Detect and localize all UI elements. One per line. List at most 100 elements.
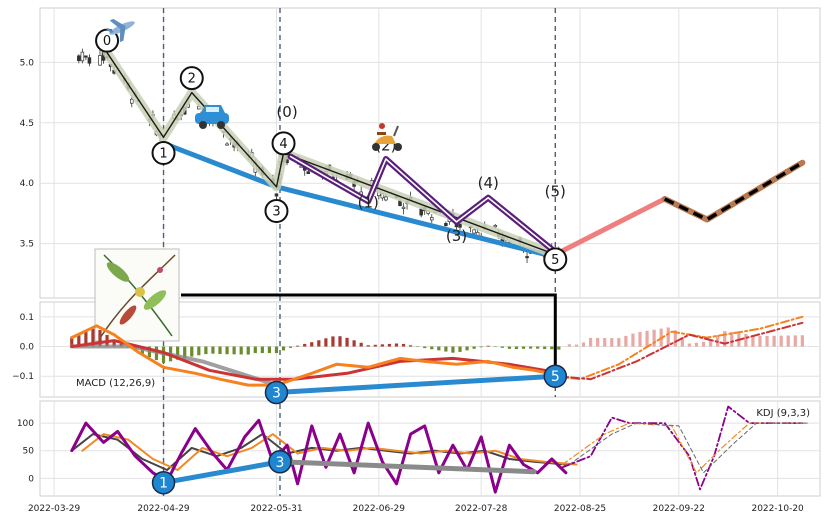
macd-histogram-bar (423, 346, 427, 349)
macd-histogram-bar (260, 346, 264, 354)
kdj-d-line (81, 433, 578, 471)
kdj-wave-marker (151, 470, 176, 495)
macd-histogram-bar (550, 346, 554, 350)
candle-body (98, 55, 102, 66)
macd-histogram-bar (211, 346, 215, 354)
kdj-y-tick-label: 50 (23, 447, 35, 457)
macd-histogram-bar (218, 346, 222, 355)
macd-histogram-bar (331, 336, 335, 347)
macd-histogram-bar-projection (730, 332, 734, 347)
macd-y-tick-label: −0.1 (12, 372, 34, 382)
macd-histogram-bar-projection (567, 344, 572, 347)
wave-marker-label: 3 (272, 205, 280, 220)
macd-histogram-bar (303, 343, 307, 347)
x-tick-label: 2022-06-29 (353, 504, 406, 514)
price-y-tick-label: 4.5 (20, 119, 34, 129)
kdj-wave-marker-label: 3 (276, 455, 285, 471)
primary-wave-line (106, 52, 556, 256)
macd-histogram-bar (239, 346, 243, 355)
scooter-body (374, 135, 396, 144)
airplane-icon (105, 18, 135, 43)
wave-marker (271, 131, 296, 156)
candle-body (77, 55, 81, 61)
macd-histogram-bar (232, 346, 236, 355)
connector-line (181, 293, 557, 369)
macd-histogram-bar (84, 331, 88, 347)
wave-marker (151, 141, 176, 165)
macd-histogram-bar (380, 344, 384, 347)
macd-histogram-bar-projection (680, 336, 684, 347)
macd-histogram-bar-projection (779, 335, 783, 347)
macd-histogram-bar (288, 346, 293, 348)
macd-histogram-bar (514, 346, 519, 350)
candle-body (225, 143, 229, 146)
macd-histogram-bar (190, 346, 194, 357)
kdj-panel-label: KDJ (9,3,3) (756, 408, 810, 419)
kdj-j-projection (561, 405, 804, 491)
macd-histogram-bar (486, 345, 490, 347)
candle-body (472, 229, 476, 234)
macd-wave-marker (543, 364, 568, 388)
kdj-k-projection (568, 422, 810, 474)
scooter-seat (377, 132, 386, 135)
macd-histogram-bar (528, 346, 533, 349)
macd-histogram-bar (296, 345, 300, 347)
x-tick-label: 2022-07-28 (455, 504, 508, 514)
macd-histogram-bar-projection (800, 335, 804, 347)
macd-histogram-bar (557, 346, 561, 350)
macd-dea-projection (554, 321, 804, 381)
macd-histogram-bar (430, 346, 434, 350)
wave-marker-label: 2 (188, 72, 196, 87)
wave-marker-label: 1 (159, 147, 167, 162)
kdj-wave-marker-label: 1 (159, 476, 168, 492)
candle-body (419, 208, 423, 216)
macd-histogram-bar (437, 346, 441, 351)
scooter-icon (372, 123, 402, 151)
macd-histogram-bar-projection (574, 344, 579, 347)
macd-wave-marker (264, 380, 289, 405)
macd-histogram-bar-projection (744, 334, 748, 347)
macd-histogram-bar (112, 340, 116, 347)
wave-marker-label: 0 (103, 34, 111, 49)
inset-flower (157, 267, 163, 273)
macd-wave-marker-label: 5 (551, 369, 560, 385)
scooter-rider (379, 123, 385, 129)
macd-histogram-bar (458, 346, 462, 352)
subwave-label: (5) (545, 183, 566, 201)
inset-leaf (119, 305, 137, 325)
macd-histogram-bar (416, 346, 420, 348)
macd-histogram-bar (197, 346, 201, 356)
car-wheel (199, 121, 207, 129)
macd-histogram-bar (91, 328, 95, 347)
scooter-wheel (394, 143, 402, 151)
macd-histogram-bar (500, 346, 504, 348)
macd-histogram-bar-projection (624, 335, 628, 347)
macd-histogram-bar-projection (751, 335, 755, 347)
candle-body (130, 98, 134, 104)
macd-histogram-bar (536, 346, 540, 349)
macd-histogram-bar-projection (610, 338, 614, 347)
subwave-label: (1) (358, 193, 379, 211)
inset-leaf (106, 262, 130, 282)
x-tick-label: 2022-05-31 (250, 504, 302, 514)
macd-histogram-bar (253, 346, 257, 354)
macd-histogram-bar (281, 346, 286, 351)
inset-flower (135, 287, 145, 297)
candle-body (87, 57, 92, 64)
candle-body (401, 206, 406, 209)
kdj-grey-trend-line (277, 459, 537, 475)
macd-histogram-bar (373, 344, 377, 347)
macd-histogram-bar-projection (581, 342, 586, 347)
macd-histogram-bar (479, 346, 483, 348)
macd-histogram-bar (225, 346, 229, 355)
car-icon (195, 105, 229, 129)
subwave-label: (0) (276, 103, 297, 121)
macd-histogram-bar (338, 336, 342, 347)
macd-histogram-bar (246, 346, 250, 355)
car-wheel (217, 121, 225, 129)
macd-histogram-bar-projection (645, 330, 649, 347)
x-tick-label: 2022-04-29 (137, 504, 190, 514)
macd-wave-marker-label: 3 (272, 386, 281, 402)
price-y-tick-label: 5.0 (20, 58, 35, 68)
